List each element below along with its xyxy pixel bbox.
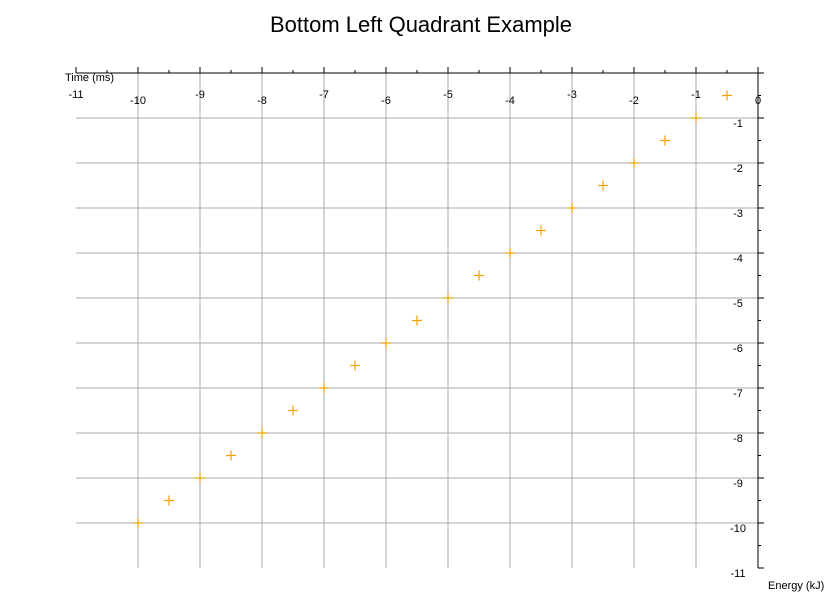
y-tick-label: -1 [733,118,743,130]
y-tick-label: -8 [733,433,743,445]
data-point [629,158,639,168]
y-tick-label: -2 [733,163,743,175]
y-tick-label: -5 [733,298,743,310]
x-tick-label: -6 [381,95,391,107]
data-point [381,338,391,348]
x-tick-label: -4 [505,95,515,107]
x-tick-label: -3 [567,89,577,101]
data-points [133,90,732,528]
data-point [164,495,174,506]
y-tick-label: -9 [733,478,743,490]
x-tick-label: -7 [319,89,329,101]
y-tick-label: -7 [733,388,743,400]
x-tick-label: -8 [257,95,267,107]
data-point [505,248,515,258]
data-point [288,405,298,416]
data-point [226,450,236,461]
data-point [133,518,143,528]
y-tick-label: -3 [733,208,743,220]
x-tick-label: -9 [195,89,205,101]
data-point [536,225,546,236]
x-axis-label: Energy (kJ) [768,580,824,592]
x-tick-label: -2 [629,95,639,107]
y-tick-label: -11 [730,568,745,580]
data-point [598,180,608,191]
data-point [474,270,484,281]
x-tick-label: -1 [691,89,701,101]
y-tick-label: -6 [733,343,743,355]
x-tick-label: 0 [755,95,761,107]
x-tick-label: -10 [130,95,146,107]
data-point [350,360,360,371]
data-point [567,203,577,213]
y-axis-label: Time (ms) [65,72,114,84]
chart-title: Bottom Left Quadrant Example [270,12,572,37]
data-point [722,90,732,101]
grid [76,73,758,568]
tick-labels: -11 -10 -9 -8 -7 -6 -5 -4 -3 -2 -1 0-1-2-3-4-5-6-7-… [68,89,761,580]
data-point [257,428,267,438]
x-tick-label: -5 [443,89,453,101]
y-tick-label: -10 [730,523,746,535]
data-point [691,113,701,123]
y-tick-label: -4 [733,253,743,265]
axes [75,67,764,569]
data-point [660,135,670,146]
data-point [412,315,422,326]
data-point [319,383,329,393]
x-tick-label: -11 [68,89,83,101]
data-point [443,293,453,303]
data-point [195,473,205,483]
